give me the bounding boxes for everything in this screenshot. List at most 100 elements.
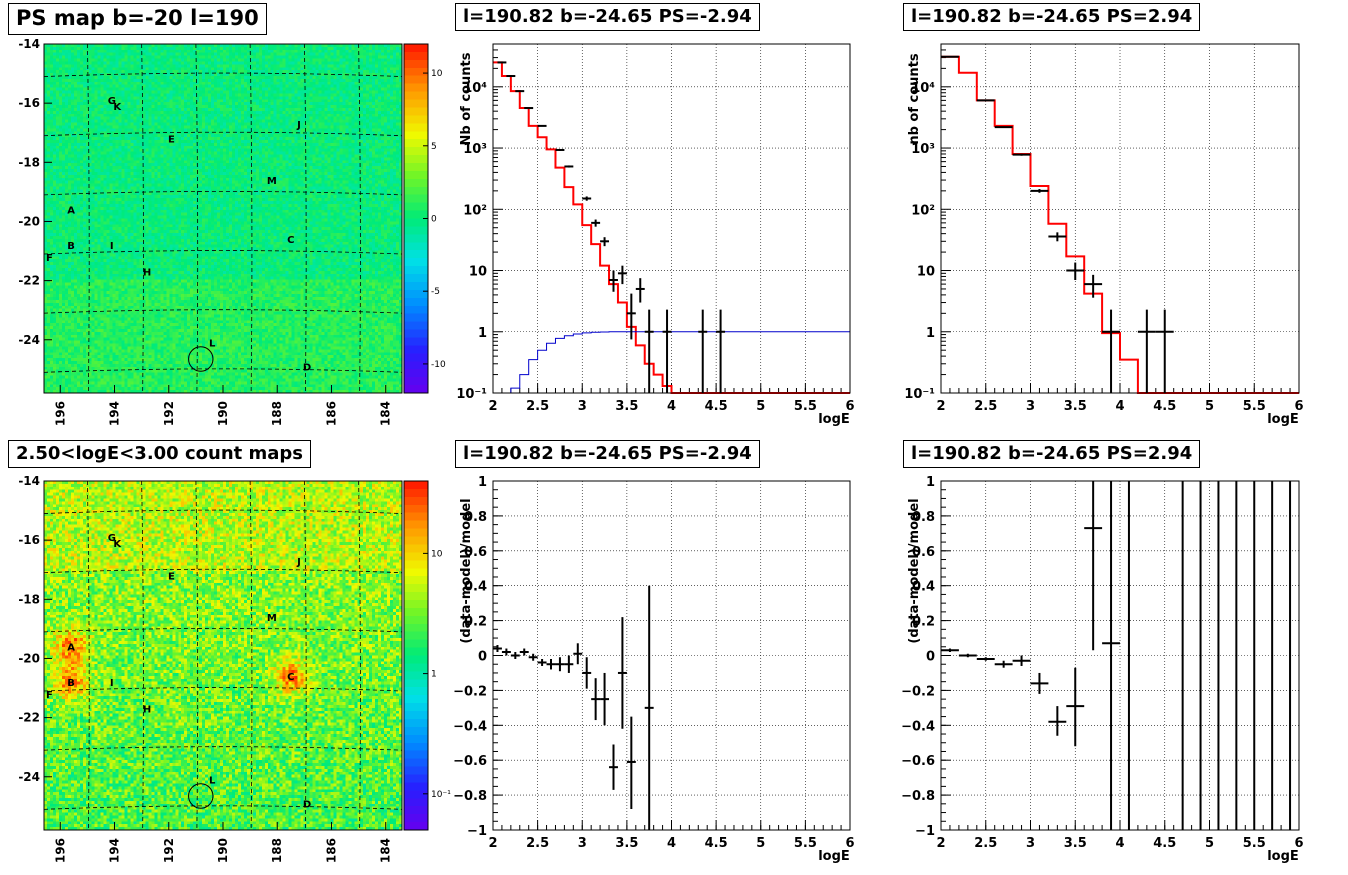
ps-map-y-tick-label: -20	[18, 214, 40, 228]
ps-map-palette-label: -10	[431, 360, 446, 370]
residual-neg-y-tick-label: −1	[467, 824, 487, 839]
spectrum-pos-y-tick-label: 10	[917, 265, 935, 280]
spectrum-neg-x-tick-label: 3.5	[615, 399, 638, 414]
residual-pos-title: l=190.82 b=-24.65 PS=2.94	[903, 440, 1200, 468]
count-map-x-tick-label: 196	[53, 838, 67, 863]
spectrum-pos-y-tick-label: 10⁻¹	[904, 387, 935, 402]
residual-neg-x-axis-title: logE	[818, 849, 850, 864]
residual-neg-y-axis-title: (data-model)/model	[459, 498, 474, 643]
source-label-C: C	[287, 235, 294, 246]
ps-map-y-tick-label: -24	[18, 333, 40, 347]
residual-neg-y-tick-label: −0.2	[453, 684, 487, 699]
residual-pos-x-tick-label: 4	[1115, 836, 1124, 851]
source-label-H: H	[143, 268, 151, 279]
count-map-y-tick-label: -24	[18, 770, 40, 784]
source-label-K: K	[113, 539, 122, 550]
residual-pos-x-tick-label: 3.5	[1064, 836, 1087, 851]
spectrum-pos-x-tick-label: 3	[1026, 399, 1035, 414]
residual-pos-x-tick-label: 4.5	[1153, 836, 1176, 851]
spectrum-pos-x-tick-label: 4.5	[1153, 399, 1176, 414]
spectrum-pos-x-tick-label: 5	[1205, 399, 1214, 414]
residual-pos-y-tick-label: 0	[926, 650, 935, 665]
spectrum-neg-x-tick-label: 4	[667, 399, 676, 414]
ps-map-palette-label: -5	[431, 287, 440, 297]
source-label-F: F	[46, 690, 53, 701]
spectrum-neg-title: l=190.82 b=-24.65 PS=-2.94	[455, 3, 760, 31]
residual-neg-y-tick-label: −0.6	[453, 754, 487, 769]
count-map-y-tick-label: -18	[18, 592, 40, 606]
residual-pos-x-tick-label: 5.5	[1243, 836, 1266, 851]
ps-map-x-tick-label: 190	[216, 401, 230, 426]
spectrum-pos-x-tick-label: 4	[1115, 399, 1124, 414]
spectrum-pos-y-axis-title: nb of counts	[907, 53, 922, 145]
spectrum-pos-x-tick-label: 2.5	[974, 399, 997, 414]
source-label-E: E	[168, 135, 175, 146]
ps-map-x-tick-label: 194	[108, 401, 122, 426]
spectrum-neg-x-tick-label: 2	[488, 399, 497, 414]
residual-pos-x-tick-label: 2.5	[974, 836, 997, 851]
count-map-y-tick-label: -20	[18, 651, 40, 665]
ps-map-x-tick-label: 184	[379, 401, 393, 426]
residual-neg-y-tick-label: 1	[478, 475, 487, 490]
ps-map-palette-label: 5	[431, 142, 437, 152]
residual-neg-title: l=190.82 b=-24.65 PS=-2.94	[455, 440, 760, 468]
spectrum-pos-x-tick-label: 5.5	[1243, 399, 1266, 414]
spectrum-neg-y-tick-label: 1	[478, 326, 487, 341]
residual-pos-y-tick-label: −0.8	[901, 789, 935, 804]
spectrum-neg-x-tick-label: 5.5	[794, 399, 817, 414]
ps-map-palette-label: 10	[431, 69, 443, 79]
residual-neg-y-tick-label: 0	[478, 650, 487, 665]
source-label-D: D	[303, 362, 311, 373]
residual-neg-x-tick-label: 2.5	[526, 836, 549, 851]
residual-neg-x-tick-label: 3.5	[615, 836, 638, 851]
residual-pos-y-tick-label: −0.6	[901, 754, 935, 769]
spectrum-pos-panel: 2 2.5 3 3.5 4 4.5 5 5.5 610⁻¹11010²10³10⁴logEnb …	[904, 44, 1303, 427]
source-label-H: H	[143, 705, 151, 716]
source-label-A: A	[67, 206, 75, 217]
source-label-B: B	[67, 241, 75, 252]
ps-map-palette-label: 0	[431, 215, 437, 225]
source-label-L: L	[209, 339, 216, 350]
source-label-F: F	[46, 253, 53, 264]
spectrum-pos-title: l=190.82 b=-24.65 PS=2.94	[903, 3, 1200, 31]
residual-pos-x-tick-label: 5	[1205, 836, 1214, 851]
source-label-I: I	[110, 241, 114, 252]
count-map-x-tick-label: 184	[379, 838, 393, 863]
ps-map-y-tick-label: -22	[18, 274, 40, 288]
spectrum-pos-x-tick-label: 2	[936, 399, 945, 414]
ps-map-x-tick-label: 196	[53, 401, 67, 426]
residual-neg-y-tick-label: −0.4	[453, 719, 487, 734]
ps-map-x-tick-label: 192	[162, 401, 176, 426]
residual-pos-x-axis-title: logE	[1267, 849, 1299, 864]
count-map-palette-label: 10⁻¹	[431, 790, 451, 800]
residual-pos-x-tick-label: 2	[936, 836, 945, 851]
count-map-palette-label: 1	[431, 670, 437, 680]
residual-pos-panel: 2 2.5 3 3.5 4 4.5 5 5.5 6−1−0.8−0.6−0.4−0.200.20…	[901, 475, 1303, 864]
count-map-panel: 196 194 192 190 188 186 184-14-16-18-20-22-24G…	[18, 474, 451, 863]
spectrum-neg-panel: 2 2.5 3 3.5 4 4.5 5 5.5 610⁻¹11010²10³10⁴logENb …	[456, 44, 854, 427]
ps-map-panel: 196 194 192 190 188 186 184-14-16-18-20-22-24G…	[18, 37, 446, 426]
ps-map-y-tick-label: -18	[18, 155, 40, 169]
residual-neg-x-tick-label: 5.5	[794, 836, 817, 851]
residual-neg-x-tick-label: 4.5	[705, 836, 728, 851]
residual-pos-y-tick-label: −0.2	[901, 684, 935, 699]
ps-map-title: PS map b=-20 l=190	[8, 3, 267, 35]
count-map-y-tick-label: -22	[18, 711, 40, 725]
ps-map-y-tick-label: -14	[18, 37, 40, 51]
residual-neg-x-tick-label: 2	[488, 836, 497, 851]
spectrum-pos-y-tick-label: 10²	[911, 203, 935, 218]
residual-pos-x-tick-label: 3	[1026, 836, 1035, 851]
ps-map-x-tick-label: 186	[324, 401, 338, 426]
spectrum-neg-x-tick-label: 2.5	[526, 399, 549, 414]
spectrum-neg-x-tick-label: 4.5	[705, 399, 728, 414]
source-label-M: M	[267, 613, 277, 624]
residual-neg-x-tick-label: 4	[667, 836, 676, 851]
ps-map-pixels	[44, 44, 402, 393]
source-label-C: C	[287, 672, 294, 683]
ps-map-y-tick-label: -16	[18, 96, 40, 110]
residual-pos-y-tick-label: −1	[915, 824, 935, 839]
source-label-L: L	[209, 776, 216, 787]
source-label-J: J	[296, 557, 301, 568]
residual-pos-y-tick-label: 1	[926, 475, 935, 490]
